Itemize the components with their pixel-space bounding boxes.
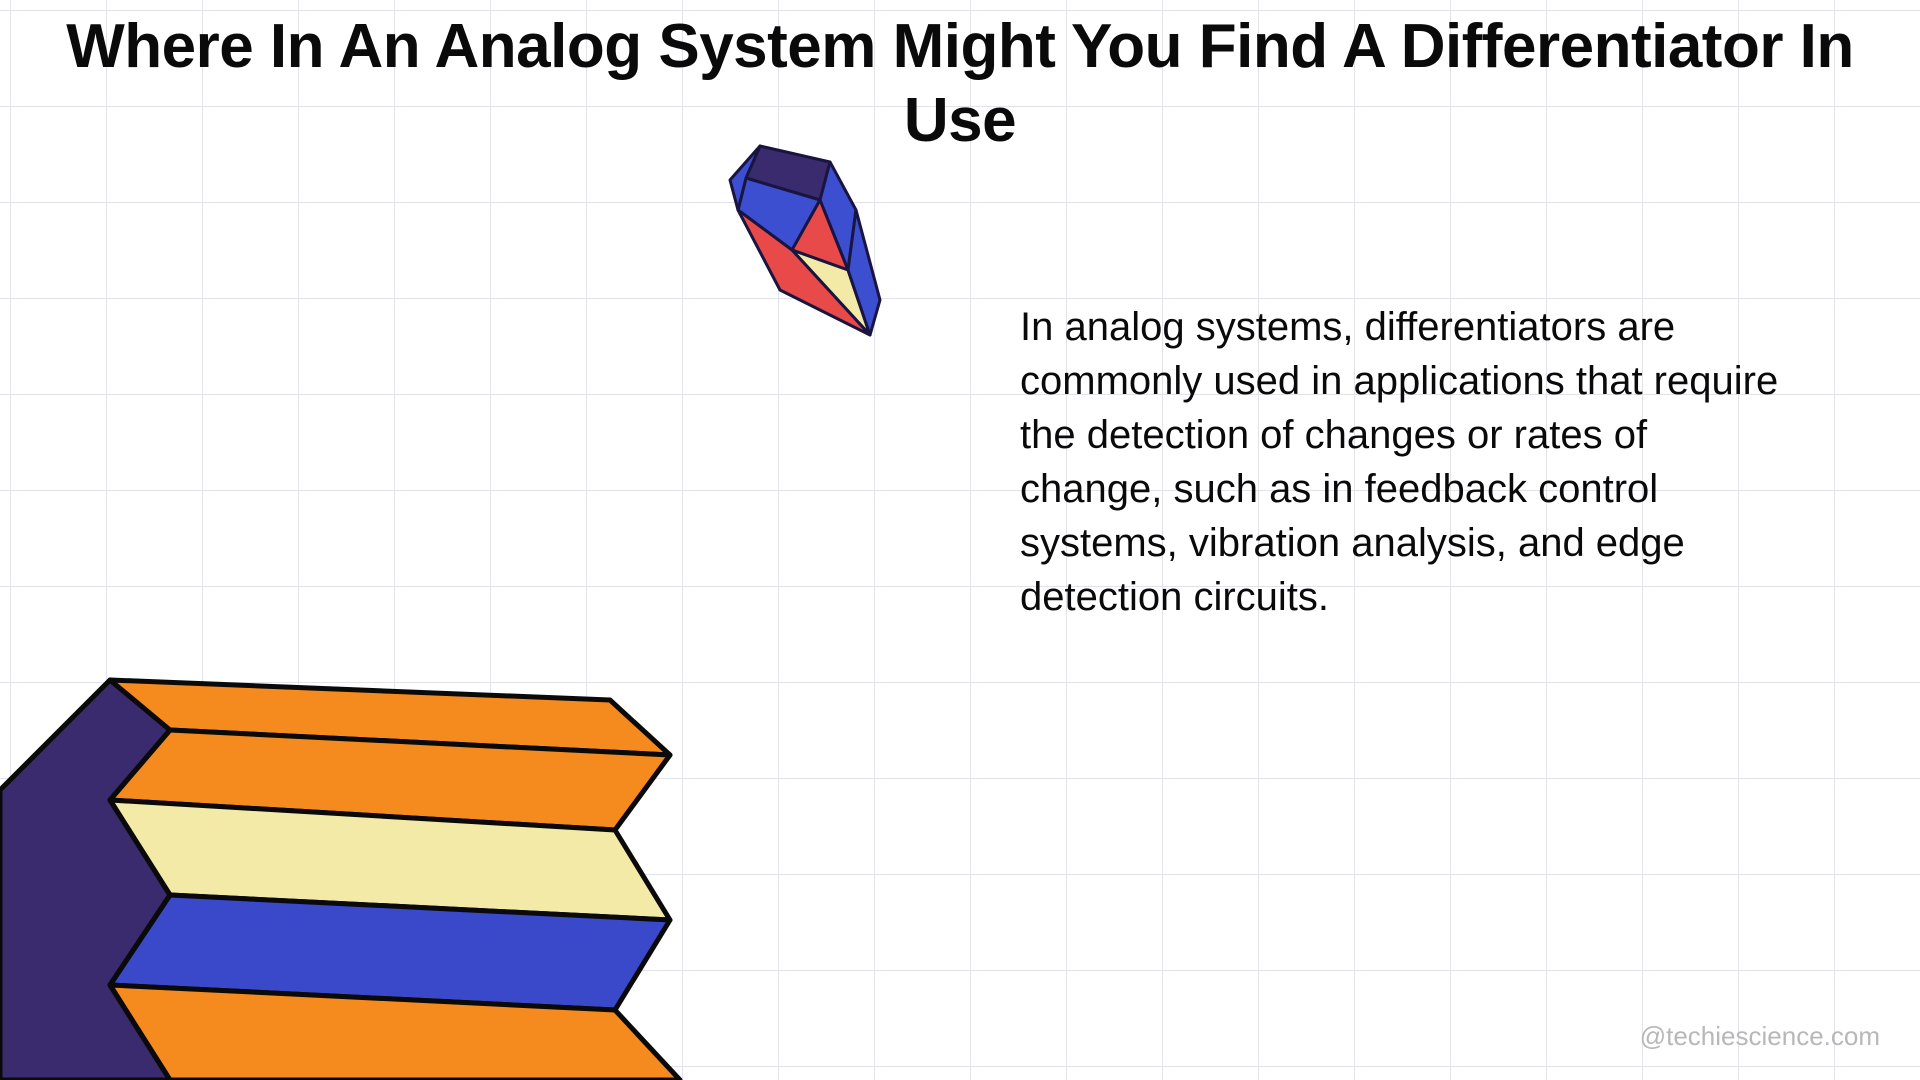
page-title: Where In An Analog System Might You Find… bbox=[30, 10, 1890, 159]
crystal-gem-icon bbox=[720, 140, 900, 350]
body-paragraph: In analog systems, differentiators are c… bbox=[1020, 300, 1780, 624]
striped-block-icon bbox=[0, 670, 700, 1080]
credit-text: @techiescience.com bbox=[1640, 1021, 1880, 1052]
